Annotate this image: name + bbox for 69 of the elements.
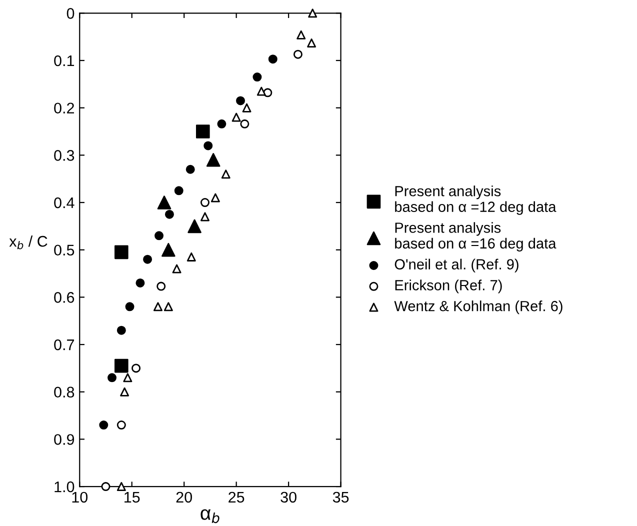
y-tick-label: 0.5: [54, 244, 74, 256]
point: [157, 196, 172, 210]
point: [116, 482, 126, 492]
x-tick-label: 15: [124, 492, 140, 503]
point: [256, 86, 266, 96]
x-tick-label: 10: [72, 492, 88, 503]
point: [143, 254, 152, 264]
legend-label: O'neil et al. (Ref. 9): [394, 258, 518, 272]
point: [99, 420, 108, 430]
x-tick-label: 20: [176, 492, 192, 503]
x-tick-label: 35: [332, 492, 349, 503]
x-tick-label: 30: [280, 492, 296, 503]
y-tick-label: 1.0: [54, 481, 74, 492]
point: [125, 302, 134, 312]
point: [200, 198, 210, 208]
point: [186, 252, 196, 262]
y-tick-label: 0.2: [54, 102, 74, 114]
legend-label: Erickson (Ref. 7): [395, 280, 502, 294]
x-tick-label: 25: [228, 492, 244, 503]
point: [186, 164, 195, 174]
point: [123, 373, 132, 382]
point: [196, 124, 210, 138]
point: [204, 141, 213, 150]
point: [108, 373, 117, 382]
point: [120, 387, 130, 396]
point: [206, 153, 220, 167]
point: [200, 212, 210, 222]
point: [164, 210, 174, 219]
point: [114, 358, 128, 373]
point: [232, 112, 241, 122]
point: [252, 72, 262, 82]
point: [307, 38, 316, 48]
point: [174, 186, 184, 196]
y-axis-title: x$_{b}$ / C: [9, 236, 48, 250]
point: [101, 482, 110, 492]
point: [242, 103, 252, 112]
point: [221, 170, 230, 179]
x-axis-title: α$_{b}$: [200, 509, 220, 524]
point: [217, 119, 226, 128]
point: [162, 242, 176, 257]
y-tick-label: 0: [66, 8, 74, 19]
point: [210, 193, 220, 202]
point: [188, 219, 202, 234]
legend-label: Wentz & Kohlman (Ref. 6): [394, 300, 562, 314]
point: [172, 264, 182, 274]
y-tick-label: 0.1: [54, 55, 74, 66]
y-tick-label: 0.6: [54, 292, 74, 303]
point: [154, 231, 164, 240]
point: [114, 245, 128, 260]
y-tick-label: 0.3: [54, 150, 74, 161]
point: [116, 420, 126, 430]
legend-label: Present analysis based on α =16 deg data: [395, 222, 556, 252]
point: [268, 54, 278, 64]
point: [153, 302, 162, 312]
point: [308, 8, 318, 18]
y-tick-label: 0.7: [54, 339, 74, 350]
y-tick-label: 0.8: [54, 386, 74, 398]
legend-label: Present analysis based on α =12 deg data: [395, 186, 556, 215]
point: [136, 278, 145, 288]
y-tick-label: 0.9: [54, 434, 74, 445]
point: [236, 96, 246, 106]
point: [164, 302, 173, 312]
point: [296, 30, 306, 40]
point: [293, 50, 302, 59]
point: [116, 326, 126, 335]
point: [156, 282, 166, 291]
point: [240, 119, 250, 128]
point: [132, 364, 141, 373]
y-tick-label: 0.4: [54, 197, 74, 208]
